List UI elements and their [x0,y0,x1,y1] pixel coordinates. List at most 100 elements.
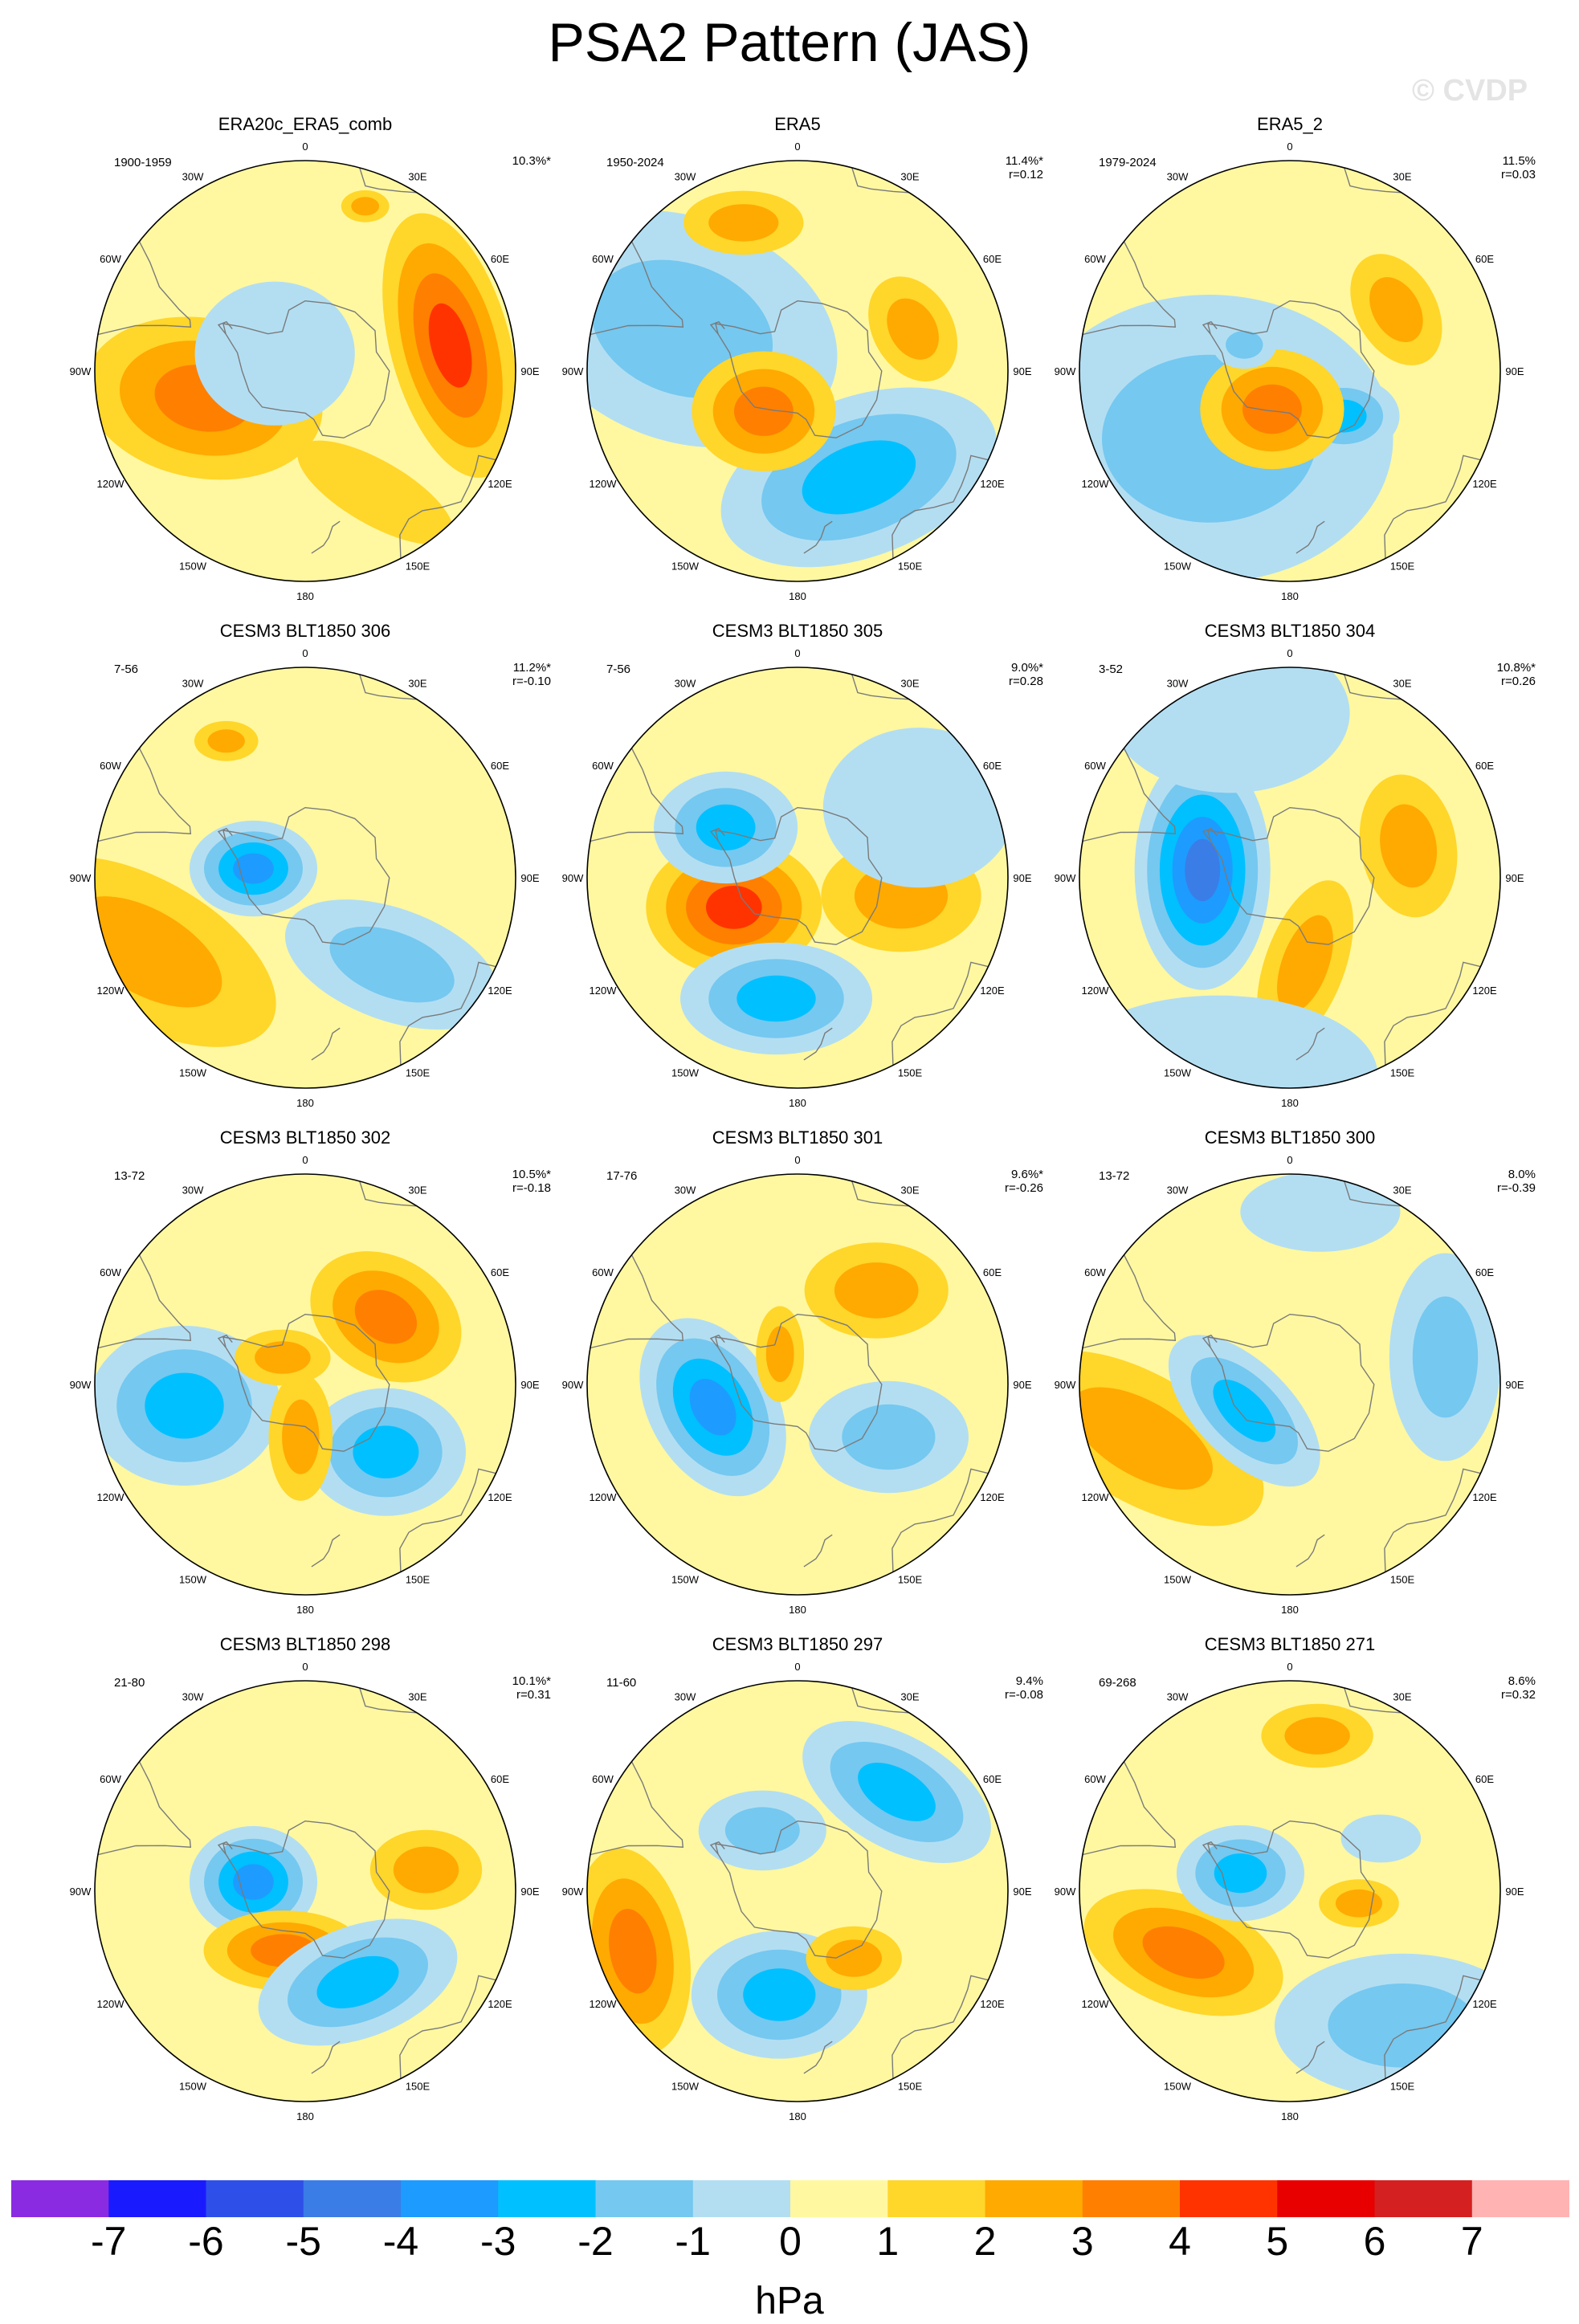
coastline [1384,1468,1481,1572]
anomaly-contour [802,440,916,515]
longitude-label: 60E [983,760,1002,772]
longitude-label: 60W [592,760,614,772]
longitude-label: 180 [296,590,314,602]
longitude-label: 120W [590,985,618,997]
map-panel: CESM3 BLT1850 301 17-76 9.6%* r=-0.26 0 30E 60… [549,1127,1047,1625]
longitude-label: 90E [520,365,539,377]
longitude-label: 30E [1393,1184,1411,1197]
map-panel: CESM3 BLT1850 300 13-72 8.0% r=-0.39 0 30E 60E… [1041,1127,1539,1625]
longitude-label: 30W [675,171,696,183]
coastline [222,1820,390,1959]
longitude-label: 120W [590,1998,618,2010]
map-panel: ERA5 1950-2024 11.4%* r=0.12 0 30E 60E 90E 120E 1… [549,114,1047,612]
anomaly-contour [354,1290,418,1344]
colorbar-tick-label: -3 [480,2219,516,2264]
coastline [97,1254,192,1349]
panel-title: CESM3 BLT1850 302 [219,1127,391,1148]
coastline [851,1687,909,1714]
coastline [1202,827,1218,842]
coastline [222,806,390,945]
coastline [1082,748,1177,842]
panel-title: ERA5 [774,114,821,134]
panel-correlation: r=0.26 [1501,675,1536,688]
anomaly-contour [858,1763,936,1821]
coastline [1344,167,1402,194]
longitude-label: 60E [491,1266,509,1278]
map-border [94,1680,516,2102]
colorbar-swatch [1082,2180,1181,2217]
coastline [714,806,883,945]
map-panel: CESM3 BLT1850 306 7-56 11.2%* r=-0.10 0 30E 60… [56,621,554,1119]
coastline [1295,1027,1325,1061]
coastline [709,827,725,842]
panel-title: ERA20c_ERA5_comb [218,114,393,134]
longitude-label: 0 [794,141,800,153]
longitude-label: 90E [520,1886,539,1898]
coastline [590,1761,684,1856]
anomaly-contour [1328,1984,1478,2068]
longitude-label: 30E [900,678,919,690]
map-border [586,1173,1009,1596]
longitude-label: 60E [491,1773,509,1785]
colorbar-tick-label: 3 [1071,2219,1094,2264]
anomaly-contour [1213,1379,1276,1442]
coastline [590,1254,684,1349]
panel-correlation: r=-0.08 [1005,1688,1043,1702]
coastline [714,1313,883,1452]
colorbar-tick-label: 1 [876,2219,900,2264]
longitude-label: 60W [592,253,614,265]
coastline [1202,1334,1218,1348]
longitude-label: 150E [1390,2081,1415,2093]
longitude-label: 60W [100,253,121,265]
figure-title: PSA2 Pattern (JAS) [548,12,1031,73]
longitude-label: 90E [1505,365,1524,377]
coastline [892,1468,989,1572]
polar-map: 0 30E 60E 90E 120E 150E 180 150W 120W 90W 60W 30W [562,141,1032,602]
longitude-label: 150W [179,2081,207,2093]
polar-map: 0 30E 60E 90E 120E 150E 180 150W 120W 90W 60W 30W [562,647,1032,1109]
coastline [217,1334,233,1348]
longitude-label: 90W [1055,872,1076,884]
coastline [1344,1180,1402,1207]
longitude-label: 0 [1287,647,1292,659]
coastline [892,961,989,1066]
longitude-label: 180 [789,590,806,602]
panel-stats: 9.0%* r=0.28 [947,661,1043,688]
panel-variance-pct: 10.8%* [1496,661,1536,675]
map-panel: CESM3 BLT1850 302 13-72 10.5%* r=-0.18 0 30E 6… [56,1127,554,1625]
map-panel: ERA20c_ERA5_comb 1900-1959 10.3%* 0 30E 60E 90… [56,114,554,612]
anomaly-contour [316,1955,399,2008]
longitude-label: 30E [1393,678,1411,690]
panel-title: ERA5_2 [1257,114,1323,134]
colorbar-units: hPa [755,2280,824,2322]
coastline [1384,455,1481,559]
longitude-label: 60E [1475,760,1494,772]
anomaly-contour [706,886,762,929]
longitude-label: 120W [1082,1998,1110,2010]
panel-stats: 11.4%* r=0.12 [947,154,1043,181]
anomaly-contour [887,298,939,360]
panel-title: CESM3 BLT1850 301 [712,1127,883,1148]
coastline [311,520,341,554]
longitude-label: 150E [898,2081,923,2093]
panel-years: 13-72 [114,1169,145,1183]
coastline [714,1820,883,1959]
anomaly-contour [255,1341,311,1374]
longitude-label: 150W [179,1574,207,1586]
panel-correlation: r=0.32 [1501,1688,1536,1702]
coastline [222,1313,390,1452]
colorbar-swatch [985,2180,1083,2217]
coastline [97,748,192,842]
coastline [1206,300,1375,438]
longitude-label: 30W [1167,1184,1189,1197]
coastline [222,300,390,438]
longitude-label: 90W [70,872,92,884]
colorbar-swatch [790,2180,888,2217]
anomaly-contour [1340,1814,1422,1863]
coastline [1206,1313,1375,1452]
map-panel: CESM3 BLT1850 297 11-60 9.4% r=-0.08 0 30E 60E… [549,1634,1047,2132]
anomaly-contour [696,804,756,851]
colorbar-tick-label: -7 [91,2219,127,2264]
longitude-label: 60E [983,1266,1002,1278]
longitude-label: 90W [1055,1379,1076,1391]
